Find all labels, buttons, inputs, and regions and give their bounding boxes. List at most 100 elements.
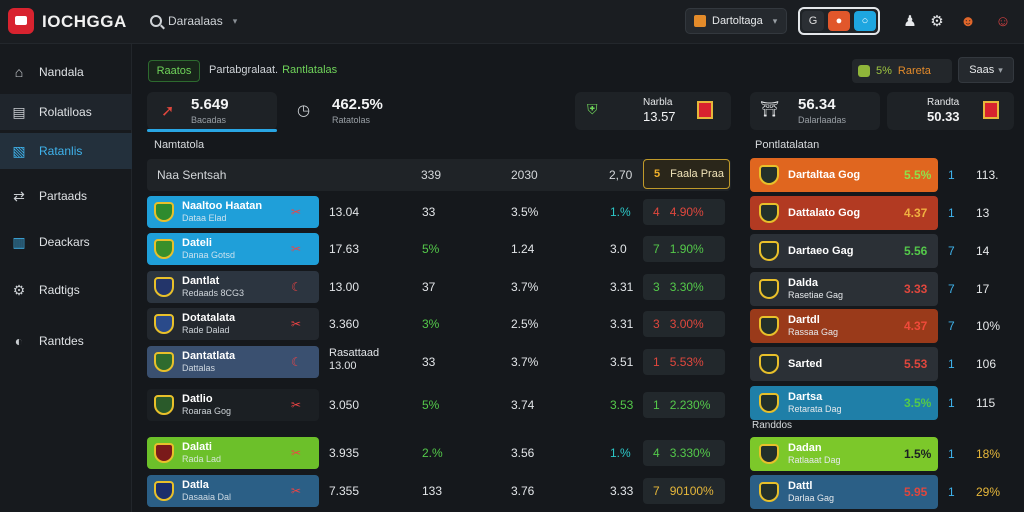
sidebar-item-document[interactable]: ▧ Ratanlis — [0, 133, 132, 169]
team-cell[interactable]: Dartaltaa Gog 5.5% — [750, 158, 938, 192]
gear-icon[interactable]: ⚙ — [930, 13, 944, 30]
flag-icon: ✂ — [291, 205, 302, 219]
standings-row[interactable]: Dadan Ratlaaat Dag 1.5% 1 18% — [750, 437, 1014, 471]
team-cell[interactable]: Dartdl Rassaa Gag 4.37 — [750, 309, 938, 343]
chip-value: 3.30% — [669, 280, 704, 294]
team-subtitle: Rassaa Gag — [788, 327, 839, 337]
sidebar-item-settings[interactable]: ⚙ Radtigs — [0, 272, 132, 308]
chevron-down-icon: ▾ — [232, 15, 238, 26]
standings-row[interactable]: Sarted 5.53 1 106 — [750, 347, 1014, 381]
table-row[interactable]: Dalati Rada Lad ✂ 3.935 2.% 3.56 1.% 4 3.330% — [147, 437, 731, 469]
breadcrumb-current[interactable]: Rantlatalas — [282, 64, 338, 76]
odds-chip[interactable]: 4 4.90% — [643, 199, 725, 225]
odds-chip[interactable]: 3 3.30% — [643, 274, 725, 300]
table-row[interactable]: Dantlat Redaads 8CG3 ☾ 13.00 37 3.7% 3.31 3 3.30… — [147, 271, 731, 303]
sidebar-item-label: Rantdes — [39, 334, 84, 348]
points-value: 10% — [976, 319, 1001, 333]
team-badge-icon — [154, 481, 174, 501]
odds-chip[interactable]: 4 3.330% — [643, 440, 725, 466]
team-cell[interactable]: Sarted 5.53 — [750, 347, 938, 381]
team-cell[interactable]: Dadan Ratlaaat Dag 1.5% — [750, 437, 938, 471]
standings-row[interactable]: Dartdl Rassaa Gag 4.37 7 10% — [750, 309, 1014, 343]
value-4: 3.51 — [610, 355, 634, 369]
value-2: 33 — [422, 205, 436, 219]
team-cell[interactable]: Dartsa Retarata Dag 3.5% — [750, 386, 938, 420]
breadcrumb: Partabgralaat. Rantlatalas — [209, 64, 337, 76]
stat-card-3[interactable]: ⛨ Narbla 13.57 — [575, 92, 731, 130]
odds-chip[interactable]: 7 90100% — [643, 478, 725, 504]
table-row[interactable]: Datlio Roaraa Gog ✂ 3.050 5% 3.74 3.53 1 2.230% — [147, 389, 731, 421]
team-cell[interactable]: Dalati Rada Lad ✂ — [147, 437, 319, 469]
chevron-down-icon: ▾ — [772, 15, 778, 26]
team-cell[interactable]: Dartaeo Gag 5.56 — [750, 234, 938, 268]
standings-row[interactable]: Dartaltaa Gog 5.5% 1 113. — [750, 158, 1014, 192]
standings-row[interactable]: Dattl Darlaa Gag 5.95 1 29% — [750, 475, 1014, 509]
standings-row[interactable]: Dattalato Gog 4.37 1 13 — [750, 196, 1014, 230]
toggle-option-3[interactable]: ○ — [854, 11, 876, 31]
toggle-option-1[interactable]: G — [802, 11, 824, 31]
flag-icon: ✂ — [291, 446, 302, 460]
table-row[interactable]: Dateli Danaa Gotsd ✂ 17.63 5% 1.24 3.0 7 1.90% — [147, 233, 731, 265]
table-row[interactable]: Naaltoo Haatan Dataa Elad ✂ 13.04 33 3.5% 1.% 4… — [147, 196, 731, 228]
rank-value: 1 — [948, 485, 955, 499]
manager-dropdown[interactable]: Dartoltaga ▾ — [685, 8, 787, 34]
team-cell[interactable]: Dantlat Redaads 8CG3 ☾ — [147, 271, 319, 303]
filter-pill[interactable]: 5% Rareta — [852, 59, 952, 83]
search-icon — [150, 15, 162, 27]
team-cell[interactable]: Datlio Roaraa Gog ✂ — [147, 389, 319, 421]
team-cell[interactable]: Dalda Rasetiae Gag 3.33 — [750, 272, 938, 306]
odds-chip[interactable]: 7 1.90% — [643, 236, 725, 262]
breadcrumb-tag[interactable]: Raatos — [148, 60, 200, 82]
sidebar-item-label: Ratanlis — [39, 144, 83, 158]
search-box[interactable]: Daraalaas ▾ — [142, 8, 242, 34]
value-3: 3.7% — [511, 280, 539, 294]
value-3: 3.56 — [511, 446, 535, 460]
team-cell[interactable]: Dateli Danaa Gotsd ✂ — [147, 233, 319, 265]
team-name: Datlio — [182, 393, 213, 405]
team-name: Dateli — [182, 237, 212, 249]
header-filter-button[interactable]: 5 Faala Praa — [643, 159, 730, 189]
breadcrumb-text: Partabgralaat. — [209, 64, 279, 76]
avatar-icon[interactable]: ☻ — [960, 12, 976, 30]
team-cell[interactable]: Dotatalata Rade Dalad ✂ — [147, 308, 319, 340]
stat-card-4[interactable]: ⛩ 56.34 Dalarlaadas — [750, 92, 880, 130]
profile-icon[interactable]: ☺ — [995, 12, 1011, 30]
sidebar-item-dial[interactable]: ◐ Rantdes — [0, 323, 132, 359]
filter-value: 5% — [876, 65, 892, 77]
sidebar-item-share[interactable]: ⇄ Partaads — [0, 178, 132, 214]
flag-icon — [697, 101, 713, 119]
app-logo-icon[interactable] — [8, 8, 34, 34]
rank-value: 1 — [948, 168, 955, 182]
team-cell[interactable]: Dattalato Gog 4.37 — [750, 196, 938, 230]
table-row[interactable]: Dotatalata Rade Dalad ✂ 3.360 3% 2.5% 3.31 3 3.0… — [147, 308, 731, 340]
stat-card-5[interactable]: Randta 50.33 — [887, 92, 1014, 130]
flag-icon: ☾ — [291, 355, 302, 369]
table-row[interactable]: Dantatlata Dattalas ☾ Rasattaad 13.00 33 3.7% 3… — [147, 346, 731, 378]
standings-row[interactable]: Dalda Rasetiae Gag 3.33 7 17 — [750, 272, 1014, 306]
stat-card-2[interactable]: ◷ 462.5% Ratatolas — [287, 92, 427, 130]
odds-chip[interactable]: 3 3.00% — [643, 311, 725, 337]
team-cell[interactable]: Dattl Darlaa Gag 5.95 — [750, 475, 938, 509]
header-col-3: 2,70 — [609, 168, 633, 182]
odds-chip[interactable]: 1 5.53% — [643, 349, 725, 375]
team-cell[interactable]: Datla Dasaaia Dal ✂ — [147, 475, 319, 507]
sidebar-item-home[interactable]: ⌂ Nandala — [0, 54, 132, 90]
stat-value: 56.34 — [798, 96, 836, 113]
table-row[interactable]: Datla Dasaaia Dal ✂ 7.355 133 3.76 3.33 7 90100% — [147, 475, 731, 507]
stat-card-1[interactable]: ➚ 5.649 Bacadas — [147, 92, 277, 130]
sidebar-item-chart[interactable]: ▥ Deackars — [0, 224, 132, 260]
user-icon[interactable]: ♟ — [903, 13, 917, 30]
gauge-icon: ◷ — [297, 102, 311, 119]
value-3: 3.5% — [511, 205, 539, 219]
rank-value: 7 — [948, 319, 955, 333]
sidebar-item-list[interactable]: ▤ Rolatiloas — [0, 94, 132, 130]
sort-dropdown[interactable]: Saas ▾ — [958, 57, 1014, 83]
standings-row[interactable]: Dartsa Retarata Dag 3.5% 1 115 — [750, 386, 1014, 420]
toggle-option-2[interactable]: ● — [828, 11, 850, 31]
odds-chip[interactable]: 1 2.230% — [643, 392, 725, 418]
team-cell[interactable]: Naaltoo Haatan Dataa Elad ✂ — [147, 196, 319, 228]
stat-label: Narbla — [643, 97, 673, 108]
team-cell[interactable]: Dantatlata Dattalas ☾ — [147, 346, 319, 378]
right-section-title-2: Randdos — [752, 420, 793, 431]
standings-row[interactable]: Dartaeo Gag 5.56 7 14 — [750, 234, 1014, 268]
